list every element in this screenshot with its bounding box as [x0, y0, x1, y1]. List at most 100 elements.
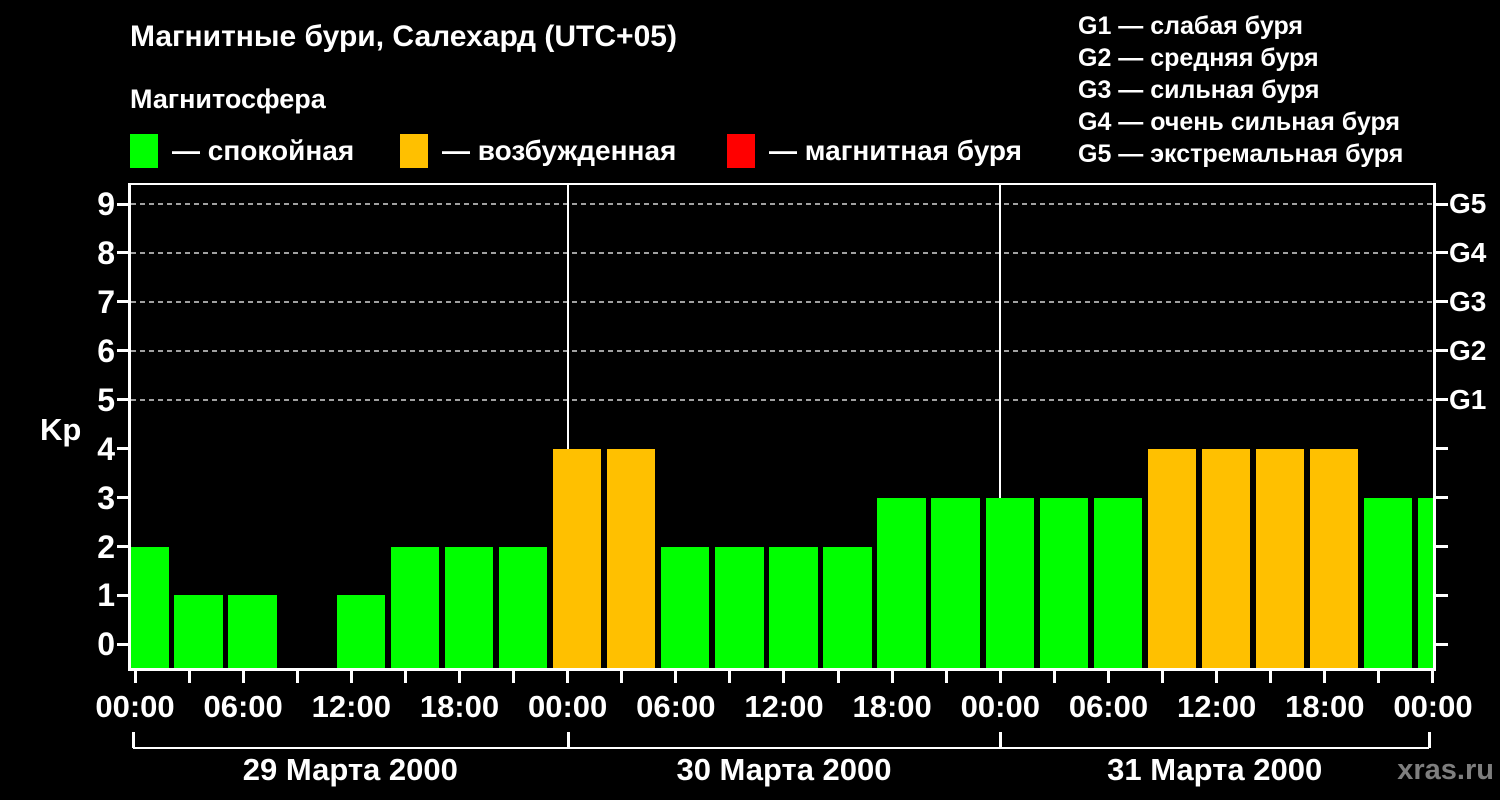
gridline-kp7: [131, 300, 1433, 303]
x-tick: [457, 671, 461, 683]
y-axis-title: Kp: [40, 412, 82, 447]
storm-color-swatch: [727, 134, 755, 168]
kp-bar: [336, 595, 385, 668]
date-axis-tick: [1428, 732, 1431, 748]
y-tick: [117, 349, 129, 353]
right-tick: [1436, 496, 1448, 500]
storm-scale-g2: G2 — средняя буря: [1078, 44, 1319, 72]
kp-bar: [1255, 448, 1305, 668]
x-tick: [728, 671, 732, 683]
kp-bar: [1364, 497, 1413, 668]
x-tick: [1052, 671, 1056, 683]
kp-bar: [390, 546, 439, 668]
kp-bar: [131, 546, 169, 668]
right-tick: [1436, 447, 1448, 451]
watermark: xras.ru: [1397, 754, 1494, 786]
x-tick: [403, 671, 407, 683]
y-tick-label: 9: [97, 186, 115, 223]
kp-bar: [931, 497, 980, 668]
y-tick: [117, 202, 129, 206]
time-label: 00:00: [1393, 689, 1473, 724]
kp-bar: [1147, 448, 1197, 668]
gridline-kp6: [131, 349, 1433, 352]
time-label: 00:00: [960, 689, 1040, 724]
y-tick-label: 5: [97, 381, 115, 418]
x-tick: [566, 671, 570, 683]
plot-border-top: [128, 183, 1436, 185]
legend-item-quiet: — спокойная: [130, 133, 354, 169]
x-tick: [1323, 671, 1327, 683]
y-axis-line: [128, 183, 131, 671]
x-tick: [620, 671, 624, 683]
x-tick: [890, 671, 894, 683]
kp-bar: [174, 595, 223, 668]
date-axis-tick: [132, 732, 135, 748]
kp-bar: [985, 497, 1034, 668]
storm-scale-g1: G1 — слабая буря: [1078, 12, 1304, 40]
legend-label-excited: — возбужденная: [442, 135, 677, 166]
x-tick: [674, 671, 678, 683]
time-label: 00:00: [528, 689, 608, 724]
x-tick: [944, 671, 948, 683]
x-tick: [998, 671, 1002, 683]
time-label: 12:00: [1177, 689, 1257, 724]
date-axis-tick: [566, 732, 570, 748]
right-tick: [1436, 642, 1448, 646]
kp-bar: [877, 497, 926, 668]
date-axis-tick: [999, 732, 1003, 748]
right-tick: [1436, 545, 1448, 549]
page-title: Магнитные бури, Салехард (UTC+05): [130, 20, 677, 53]
date-label: 30 Марта 2000: [676, 752, 892, 787]
kp-bar: [552, 448, 602, 668]
y-tick: [117, 398, 129, 402]
day-boundary-line: [999, 185, 1002, 668]
y-tick-label: 7: [97, 283, 115, 320]
y-tick-label: 2: [97, 528, 115, 565]
g-scale-label: G1: [1449, 383, 1487, 415]
kp-bar: [661, 546, 710, 668]
right-tick: [1436, 593, 1448, 597]
g-scale-label: G5: [1449, 188, 1487, 220]
storm-scale-legend: G1 — слабая буря G2 — средняя буря G3 — …: [1078, 10, 1403, 170]
gridline-kp5: [131, 398, 1433, 401]
time-label: 12:00: [311, 689, 391, 724]
y-tick-label: 8: [97, 234, 115, 271]
right-tick: [1436, 202, 1448, 206]
time-label: 06:00: [1068, 689, 1149, 724]
x-axis-line: [128, 668, 1436, 671]
storm-scale-g3: G3 — сильная буря: [1078, 76, 1320, 104]
gridline-kp8: [131, 251, 1433, 254]
x-tick: [836, 671, 840, 683]
x-tick: [1106, 671, 1110, 683]
g-scale-label: G2: [1449, 334, 1487, 366]
right-tick: [1436, 251, 1448, 255]
y-tick: [117, 251, 129, 255]
quiet-color-swatch: [130, 134, 158, 168]
y-tick-label: 0: [97, 626, 115, 663]
excited-color-swatch: [400, 134, 428, 168]
kp-bar: [1418, 497, 1433, 668]
time-label: 06:00: [203, 689, 283, 724]
y-tick: [117, 496, 129, 500]
y-tick-label: 6: [97, 332, 115, 369]
kp-bar: [606, 448, 656, 668]
kp-bar: [1201, 448, 1251, 668]
kp-bar: [823, 546, 872, 668]
legend-label-quiet: — спокойная: [172, 135, 355, 166]
day-boundary-line: [566, 185, 569, 668]
date-axis-line: [133, 747, 1429, 749]
x-tick: [1431, 671, 1435, 683]
y-tick-label: 1: [97, 577, 115, 614]
x-tick: [1161, 671, 1165, 683]
x-tick: [1269, 671, 1273, 683]
legend-label-storm: — магнитная буря: [769, 135, 1022, 166]
x-tick: [133, 671, 137, 683]
plot-area: [131, 185, 1433, 668]
time-label: 18:00: [419, 689, 500, 724]
x-tick: [1215, 671, 1219, 683]
time-label: 12:00: [744, 689, 824, 724]
time-label: 06:00: [636, 689, 716, 724]
x-tick: [241, 671, 245, 683]
x-tick: [187, 671, 191, 683]
